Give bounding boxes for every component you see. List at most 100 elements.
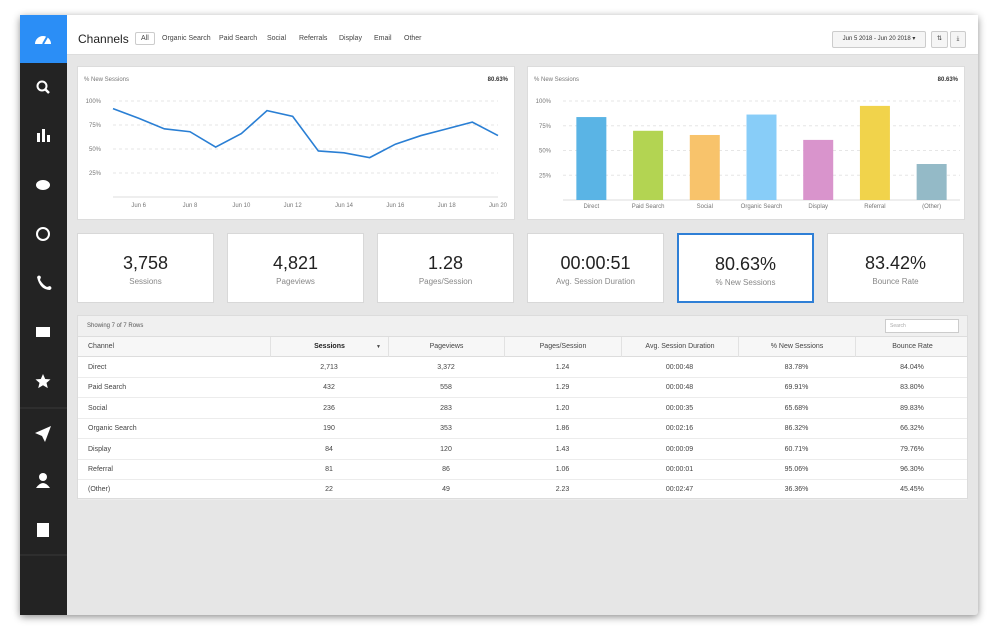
- kpi-card[interactable]: 4,821 Pageviews: [227, 233, 364, 303]
- line-chart-panel: % New Sessions 80.63% 25% 50% 75% 100% Jun 6 Ju…: [77, 66, 515, 220]
- table-cell: 49: [442, 486, 450, 494]
- bar: [576, 117, 607, 200]
- x-tick-label: Display: [808, 204, 828, 210]
- column-header[interactable]: Sessions: [270, 337, 388, 357]
- y-tick-label: 50%: [539, 149, 552, 155]
- kpi-card[interactable]: 00:00:51 Avg. Session Duration: [527, 233, 664, 303]
- x-tick-label: (Other): [922, 204, 941, 210]
- table-cell: 83.78%: [784, 364, 809, 371]
- table-cell: 00:00:35: [665, 404, 694, 412]
- table-cell: 190: [323, 425, 335, 433]
- x-tick-label: Jun 8: [183, 203, 198, 209]
- page-title: Channels: [78, 32, 129, 46]
- table-cell: 1.29: [555, 384, 570, 392]
- table-row: Paid Search 432 558 1.29 00:00:48 69.91% 83.80…: [78, 378, 967, 399]
- chart-summary: 80.63%: [488, 77, 509, 83]
- table-cell: 00:00:48: [665, 384, 694, 392]
- table-cell: 96.30%: [900, 466, 924, 473]
- x-tick-label: Jun 14: [335, 203, 354, 209]
- kpi-label: % New Sessions: [715, 278, 776, 287]
- table-cell: Direct: [88, 364, 107, 371]
- chart-title: % New Sessions: [84, 77, 129, 83]
- table-row: Referral 81 86 1.06 00:00:01 95.06% 96.30%: [78, 460, 967, 480]
- table-cell: 86: [442, 466, 450, 473]
- date-range: Jun 5 2018 - Jun 20 2018: [842, 36, 911, 42]
- kpi-card[interactable]: 83.42% Bounce Rate: [827, 233, 964, 303]
- bar-chart-panel: % New Sessions 80.63% 25% 50% 75% 100% Direct P…: [527, 66, 965, 220]
- y-tick-label: 25%: [89, 171, 102, 177]
- x-tick-label: Jun 12: [284, 203, 303, 209]
- chat-icon[interactable]: [36, 180, 50, 190]
- table-cell: 84: [325, 445, 333, 453]
- target-icon[interactable]: [36, 227, 50, 241]
- column-header[interactable]: Pages/Session: [504, 337, 621, 357]
- table-cell: 00:00:01: [665, 466, 694, 473]
- table-cell: 558: [440, 384, 452, 392]
- kpi-card[interactable]: 1.28 Pages/Session: [377, 233, 514, 303]
- filter-tab[interactable]: Other: [404, 35, 422, 42]
- bar: [803, 139, 834, 200]
- reports-icon[interactable]: [37, 129, 50, 142]
- table-cell: 60.71%: [784, 445, 809, 453]
- column-header[interactable]: % New Sessions: [738, 337, 855, 357]
- column-header[interactable]: Avg. Session Duration: [621, 337, 738, 357]
- clipboard-icon[interactable]: [37, 523, 49, 537]
- x-tick-label: Organic Search: [741, 204, 783, 210]
- filter-tab[interactable]: Referrals: [299, 35, 328, 42]
- star-icon[interactable]: [35, 374, 51, 389]
- table-cell: 65.68%: [784, 404, 809, 412]
- table-cell: 236: [323, 404, 335, 412]
- table-cell: 84.04%: [900, 364, 924, 371]
- table-cell: 95.06%: [784, 466, 809, 473]
- download-button[interactable]: ⤓: [950, 31, 966, 48]
- table-row: (Other) 22 49 2.23 00:02:47 36.36% 45.45%: [78, 480, 967, 501]
- filter-tab[interactable]: All: [135, 32, 155, 45]
- send-icon[interactable]: [35, 426, 51, 442]
- chart: % New Sessions 80.63% 25% 50% 75% 100% Jun 6 Ju…: [84, 77, 509, 209]
- column-header[interactable]: Bounce Rate: [855, 337, 969, 357]
- table-cell: 36.36%: [784, 486, 809, 494]
- search-input[interactable]: Search: [885, 319, 959, 333]
- table-cell: 79.76%: [900, 445, 924, 453]
- compare-button[interactable]: ⇅: [931, 31, 948, 48]
- date-picker[interactable]: Jun 5 2018 - Jun 20 2018 ▾: [832, 31, 926, 48]
- table-cell: 00:00:09: [665, 445, 694, 453]
- filter-tab[interactable]: Paid Search: [219, 35, 258, 42]
- kpi-value: 83.42%: [864, 253, 927, 273]
- x-tick-label: Direct: [584, 204, 600, 210]
- table-cell: Organic Search: [88, 425, 137, 433]
- row-count: Showing 7 of 7 Rows: [87, 323, 144, 329]
- chart-summary: 80.63%: [938, 77, 959, 83]
- filter-tab[interactable]: Social: [267, 35, 287, 42]
- kpi-value: 00:00:51: [560, 253, 631, 273]
- y-tick-label: 50%: [89, 147, 102, 153]
- kpi-card[interactable]: 80.63% % New Sessions: [677, 233, 814, 303]
- phone-icon[interactable]: [37, 275, 52, 291]
- y-tick-label: 75%: [89, 123, 102, 129]
- logo[interactable]: [20, 15, 67, 63]
- filter-tab[interactable]: Email: [374, 35, 392, 42]
- mail-icon[interactable]: [36, 327, 50, 337]
- kpi-value: 80.63%: [714, 254, 777, 274]
- column-header[interactable]: Pageviews: [388, 337, 504, 357]
- user-icon[interactable]: [39, 473, 47, 481]
- filter-tab[interactable]: Display: [339, 35, 362, 42]
- table-cell: 120: [440, 445, 452, 453]
- table-cell: 00:02:16: [665, 425, 694, 433]
- table-cell: 353: [440, 425, 452, 433]
- table-cell: 1.24: [555, 364, 570, 371]
- kpi-label: Pages/Session: [418, 277, 473, 286]
- column-header[interactable]: Channel: [88, 343, 115, 350]
- sort-indicator: ▼: [376, 344, 381, 350]
- table-cell: 2.23: [555, 486, 570, 494]
- search-icon[interactable]: [36, 80, 48, 92]
- kpi-card[interactable]: 3,758 Sessions: [77, 233, 214, 303]
- table-cell: 1.20: [555, 404, 570, 412]
- filter-tab[interactable]: Organic Search: [162, 35, 211, 42]
- logo-icon: [35, 36, 51, 45]
- table-toolbar: [78, 316, 967, 337]
- x-tick-label: Jun 10: [232, 203, 251, 209]
- table-cell: 1.43: [555, 445, 570, 453]
- table-row: Social 236 283 1.20 00:00:35 65.68% 89.83%: [78, 399, 967, 419]
